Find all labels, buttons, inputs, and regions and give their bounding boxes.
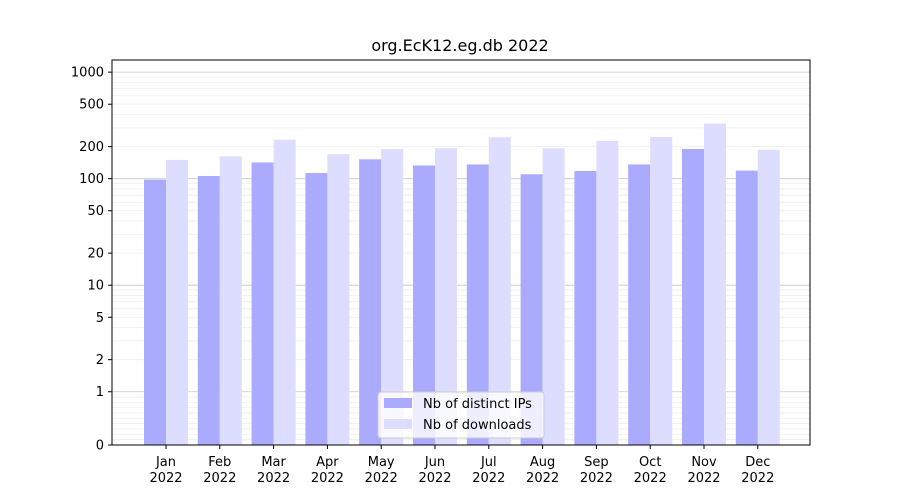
y-tick-label: 100 — [79, 172, 104, 187]
x-tick-label-year: 2022 — [257, 471, 290, 486]
x-tick-label-month: Sep — [584, 455, 609, 470]
bar-downloads — [488, 137, 511, 445]
x-tick-label-month: Jul — [480, 455, 497, 470]
bar-downloads — [166, 159, 188, 445]
bar-distinct-ips — [305, 173, 328, 446]
legend-label: Nb of downloads — [423, 418, 532, 433]
x-tick-label-year: 2022 — [203, 471, 236, 486]
legend-swatch — [384, 419, 412, 429]
bar-distinct-ips — [413, 165, 435, 445]
bar-distinct-ips — [735, 170, 758, 446]
bar-downloads — [757, 149, 780, 446]
bar-downloads — [650, 137, 673, 446]
bars — [144, 123, 780, 446]
bar-downloads — [381, 148, 404, 445]
x-tick-label-month: Nov — [691, 455, 717, 470]
y-tick-label: 2 — [96, 353, 104, 368]
x-tick-label-month: Jan — [155, 455, 176, 470]
y-axis: 0 1 2 5 10 20 50 100 200 500 1000 — [71, 66, 112, 454]
x-tick-label-month: Feb — [208, 455, 231, 470]
x-tick-label-year: 2022 — [634, 471, 667, 486]
x-tick-label-year: 2022 — [149, 471, 182, 486]
bar-distinct-ips — [574, 171, 597, 445]
x-tick-label-year: 2022 — [580, 471, 613, 486]
bar-distinct-ips — [197, 175, 220, 445]
y-tick-label: 1 — [96, 385, 104, 400]
x-tick-label-month: Oct — [639, 455, 661, 470]
bar-downloads — [596, 140, 619, 446]
x-tick-label-month: Apr — [316, 455, 339, 470]
bar-downloads — [219, 156, 242, 445]
bar-distinct-ips — [359, 159, 382, 446]
legend-box — [377, 391, 545, 439]
x-tick-label-year: 2022 — [472, 471, 505, 486]
y-tick-label: 0 — [96, 439, 104, 454]
x-tick-label-month: Mar — [261, 455, 286, 470]
legend-swatch — [384, 398, 412, 408]
legend-label: Nb of distinct IPs — [423, 397, 532, 412]
x-tick-label-year: 2022 — [311, 471, 344, 486]
legend: Nb of distinct IPs Nb of downloads — [377, 391, 545, 439]
y-tick-label: 20 — [87, 247, 104, 262]
bar-downloads — [273, 139, 296, 445]
bar-distinct-ips — [466, 164, 489, 445]
x-tick-label-year: 2022 — [526, 471, 559, 486]
bar-distinct-ips — [682, 148, 704, 445]
bar-distinct-ips — [520, 174, 543, 445]
bar-distinct-ips — [144, 179, 166, 445]
x-tick-label-year: 2022 — [741, 471, 774, 486]
bar-distinct-ips — [251, 162, 274, 445]
x-axis: Jan2022Feb2022Mar2022Apr2022May2022Jun20… — [149, 445, 774, 486]
plot-frame — [111, 59, 811, 446]
x-tick-label-year: 2022 — [418, 471, 451, 486]
x-tick-label-month: Jun — [424, 455, 445, 470]
x-tick-label-year: 2022 — [687, 471, 720, 486]
bar-downloads — [542, 148, 565, 445]
x-tick-label-month: May — [368, 455, 395, 470]
chart-title: org.EcK12.eg.db 2022 — [371, 36, 548, 55]
bar-distinct-ips — [628, 164, 651, 445]
y-tick-label: 1000 — [71, 66, 104, 81]
y-tick-label: 50 — [87, 204, 104, 219]
x-tick-label-year: 2022 — [365, 471, 398, 486]
x-tick-label-month: Dec — [745, 455, 770, 470]
bar-downloads — [435, 148, 457, 445]
x-tick-label-month: Aug — [530, 455, 555, 470]
y-tick-label: 500 — [79, 98, 104, 113]
y-tick-label: 5 — [96, 311, 104, 326]
y-tick-label: 200 — [79, 140, 104, 155]
y-tick-label: 10 — [87, 279, 104, 294]
bar-downloads — [704, 123, 726, 445]
bar-downloads — [327, 154, 350, 445]
